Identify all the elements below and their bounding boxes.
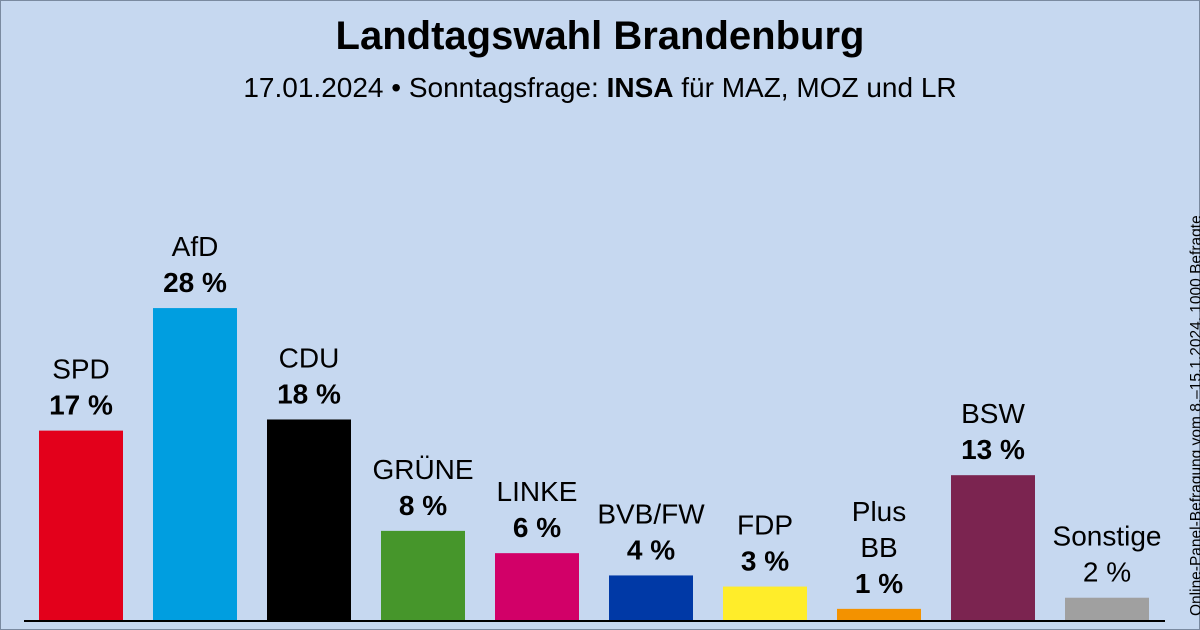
- category-label: AfD: [172, 231, 219, 262]
- category-label: GRÜNE: [372, 454, 473, 485]
- value-label: 3 %: [741, 546, 789, 577]
- bar-fdp: [723, 586, 807, 620]
- bar-cdu: [267, 419, 351, 620]
- bar-plus-bb: [837, 608, 921, 620]
- bar-afd: [153, 308, 237, 620]
- category-label: Plus: [852, 496, 906, 527]
- value-label: 1 %: [855, 568, 903, 599]
- category-label: BSW: [961, 398, 1025, 429]
- category-label: LINKE: [497, 476, 578, 507]
- bar-gr-ne: [381, 530, 465, 620]
- value-label: 28 %: [163, 267, 227, 298]
- subtitle-clients: für MAZ, MOZ und LR: [673, 72, 957, 103]
- category-label: BVB/FW: [597, 498, 705, 529]
- value-label: 8 %: [399, 490, 447, 521]
- subtitle-date-question: 17.01.2024 • Sonntagsfrage:: [243, 72, 607, 103]
- value-label: 4 %: [627, 534, 675, 565]
- survey-method-note: Online-Panel-Befragung vom 8.–15.1.2024,…: [1188, 215, 1200, 616]
- category-label: CDU: [279, 342, 340, 373]
- category-label: Sonstige: [1053, 521, 1162, 552]
- bar-sonstige: [1065, 597, 1149, 620]
- value-label: 6 %: [513, 512, 561, 543]
- subtitle-institute: INSA: [606, 72, 674, 103]
- value-label: 2 %: [1083, 557, 1131, 588]
- category-label: SPD: [52, 354, 110, 385]
- bar-bvb-fw: [609, 575, 693, 620]
- category-label: BB: [860, 532, 897, 563]
- bar-linke: [495, 553, 579, 620]
- bar-spd: [39, 430, 123, 620]
- category-label: FDP: [737, 510, 793, 541]
- value-label: 18 %: [277, 378, 341, 409]
- value-label: 17 %: [49, 390, 113, 421]
- bar-bsw: [951, 475, 1035, 620]
- chart-title: Landtagswahl Brandenburg: [335, 14, 865, 58]
- chart-subtitle: 17.01.2024 • Sonntagsfrage: INSA für MAZ…: [0, 72, 1200, 104]
- value-label: 13 %: [961, 434, 1025, 465]
